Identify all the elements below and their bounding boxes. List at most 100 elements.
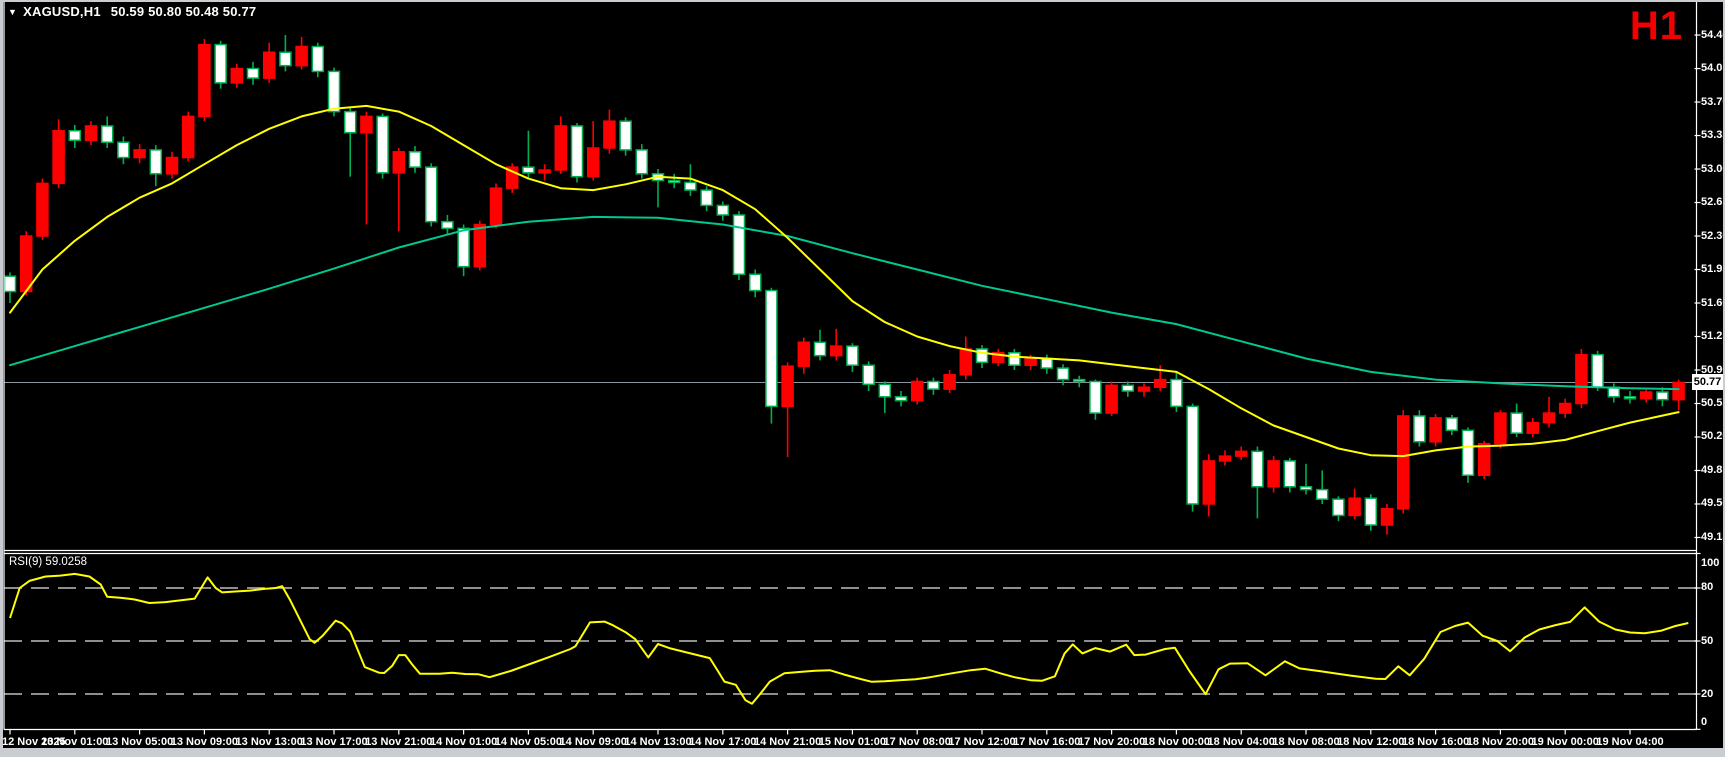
candlestick-layer [4,35,1685,535]
candle-bearish [1008,352,1021,366]
price-axis-label: 54.05 [1701,62,1725,75]
candle-bearish [214,43,227,84]
symbol-dropdown-icon[interactable]: ▼ [8,7,18,17]
candle-bearish [376,115,389,174]
candle-bearish [748,273,762,292]
candle-bearish [1656,391,1669,401]
price-axis-label: 51.60 [1701,296,1725,309]
time-axis-label: 14 Nov 09:00 [559,736,627,748]
price-axis-label: 51.25 [1701,330,1725,342]
candle-bearish [862,364,875,386]
candle-bearish [927,380,940,390]
symbol-period-label: XAGUSD,H1 [23,4,101,19]
candle-bullish [1542,412,1556,424]
candle-bearish [765,289,778,408]
price-axis-label: 49.15 [1701,530,1725,543]
candle-bullish [505,166,519,189]
candle-bullish [1234,450,1248,457]
price-axis-label: 50.20 [1701,430,1725,443]
candle-bullish [230,67,244,84]
candle-bearish [975,348,989,364]
candle-bullish [781,365,794,408]
candle-bullish [943,374,956,390]
time-axis-label: 13 Nov 09:00 [170,736,239,748]
rsi-line [9,572,1689,705]
candle-bearish [457,227,470,268]
candle-bullish [1558,402,1572,414]
time-axis-label: 12 Nov 2025 [2,736,66,748]
candle-bullish [36,182,49,237]
candle-bearish [1591,353,1604,388]
window-frame-top [0,0,1725,2]
candle-bearish [1251,450,1264,488]
candle-bearish [1461,429,1475,477]
candle-bearish [1445,417,1459,432]
candle-bearish [1040,357,1054,369]
candle-bullish [1218,455,1232,462]
time-axis-label: 14 Nov 01:00 [429,736,498,748]
candle-bearish [813,341,827,357]
candle-bearish [1299,486,1313,491]
candle-bullish [910,380,924,402]
candle-bearish [732,214,746,276]
candle-bearish [149,149,163,175]
rsi-axis-label: 80 [1701,581,1714,594]
candle-bullish [1348,497,1361,517]
window-frame-bottom[interactable] [0,748,1725,757]
time-axis-label: 14 Nov 13:00 [624,736,692,748]
candle-bullish [473,223,487,268]
time-axis-label: 14 Nov 21:00 [753,736,822,748]
rsi-panel [4,572,1697,705]
candle-bearish [327,70,341,113]
main-price-panel [4,35,1697,535]
time-axis-label: 13 Nov 01:00 [41,736,109,748]
candle-bullish [295,45,308,67]
candle-bearish [1510,412,1523,434]
price-axis-label: 54.40 [1701,28,1725,41]
time-axis-label: 18 Nov 20:00 [1466,736,1535,748]
time-axis-label: 15 Nov 01:00 [818,736,887,748]
candle-bullish [1639,391,1653,400]
candle-bullish [52,130,65,185]
time-axis-label: 18 Nov 00:00 [1142,736,1211,748]
candle-bullish [1575,353,1588,405]
candle-bullish [198,43,211,118]
candle-bearish [279,51,292,67]
candle-bearish [667,179,681,184]
candle-bullish [133,149,146,159]
candle-bearish [522,166,535,174]
candle-bearish [1056,367,1070,381]
time-axis-label: 19 Nov 04:00 [1596,736,1664,748]
candle-bullish [165,156,179,175]
candle-bearish [100,125,114,143]
candle-bullish [1396,415,1410,510]
price-axis-label: 49.85 [1701,463,1725,476]
time-axis-label: 17 Nov 12:00 [948,736,1016,748]
price-axis-label: 50.55 [1701,396,1725,409]
price-axis-label: 52.65 [1701,196,1725,209]
price-axis-label: 53.35 [1701,129,1725,142]
candle-bullish [1494,412,1507,445]
time-axis-label: 13 Nov 13:00 [235,736,303,748]
time-axis-label: 18 Nov 04:00 [1207,736,1275,748]
candle-bearish [1072,378,1086,383]
time-axis-label: 17 Nov 08:00 [883,736,951,748]
ohlc-readout: 50.59 50.80 50.48 50.77 [110,4,257,19]
price-axis-label: 53.70 [1701,95,1725,108]
candle-bullish [392,151,406,174]
candle-bearish [1315,488,1329,500]
candle-bearish [570,125,584,178]
candle-bearish [1623,396,1637,400]
rsi-axis-label: 50 [1701,634,1714,647]
candle-bullish [1105,384,1118,414]
candle-bearish [894,396,908,402]
candle-bullish [603,120,616,149]
time-axis-label: 18 Nov 12:00 [1337,736,1405,748]
current-price-tag: 50.77 [1692,374,1723,390]
time-axis-label: 13 Nov 21:00 [365,736,433,748]
candle-bullish [959,348,973,376]
candle-bearish [68,130,82,142]
candle-bearish [1364,497,1378,526]
time-axis-label: 17 Nov 16:00 [1013,736,1081,748]
